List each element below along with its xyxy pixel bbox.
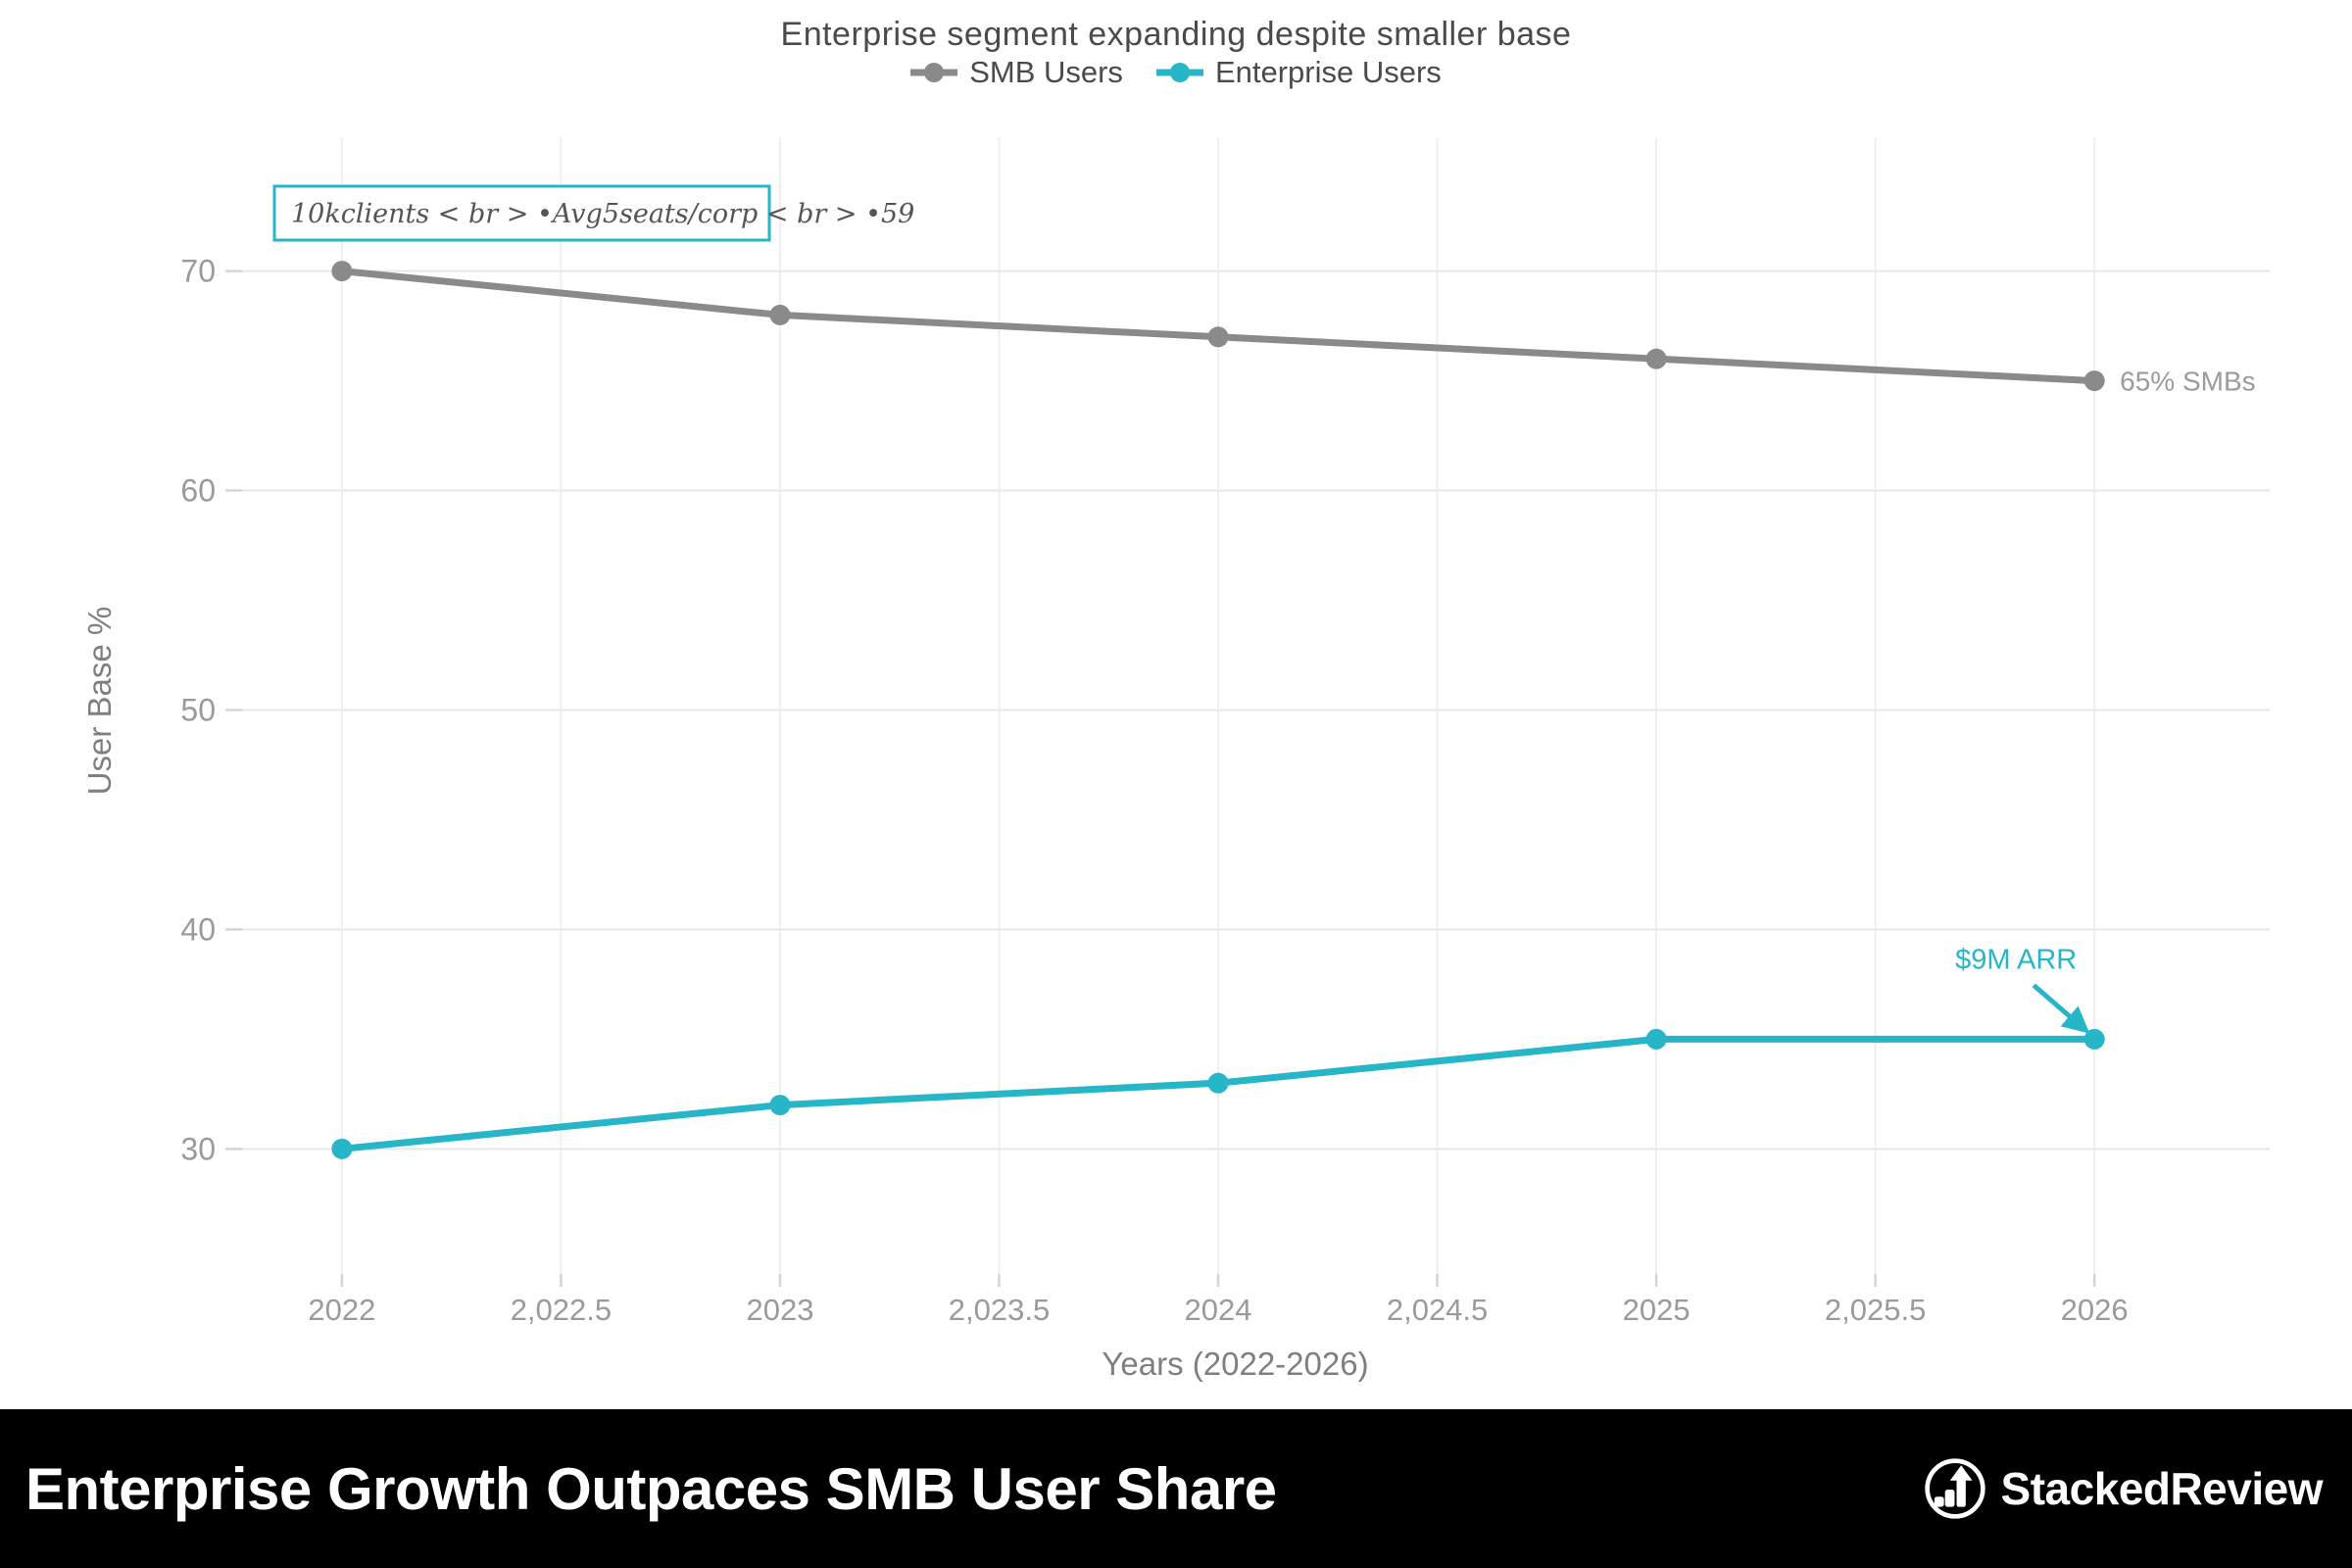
x-tick-label: 2,024.5 [1387, 1293, 1488, 1327]
legend-item-enterprise-users: Enterprise Users [1155, 55, 1442, 90]
chart-title: Enterprise segment expanding despite sma… [780, 16, 1572, 53]
y-tick-label: 30 [180, 1131, 216, 1166]
x-tick-label: 2023 [746, 1293, 813, 1327]
enterprise-data-point [1645, 1028, 1667, 1050]
smb-data-point [2083, 370, 2105, 392]
legend-marker-dot [1169, 63, 1190, 82]
note-box [272, 184, 771, 242]
legend-label: SMB Users [969, 55, 1123, 89]
arr-annotation: $9M ARR [1955, 944, 2077, 975]
x-tick-label: 2,023.5 [949, 1293, 1050, 1327]
y-tick-label: 70 [180, 254, 216, 289]
smb-data-point [1645, 348, 1667, 369]
y-tick-label: 50 [180, 692, 216, 727]
smb-data-point [769, 304, 791, 325]
enterprise-data-point [331, 1138, 353, 1159]
chart-legend: SMB Users Enterprise Users [0, 55, 2352, 90]
legend-marker-icon [910, 63, 958, 82]
enterprise-data-point [2083, 1028, 2105, 1050]
legend-item-smb-users: SMB Users [910, 55, 1123, 90]
legend-label: Enterprise Users [1214, 55, 1442, 89]
x-tick-label: 2026 [2061, 1293, 2129, 1327]
smb-data-point [1207, 326, 1229, 348]
stackedreview-logo-icon [1924, 1458, 1985, 1519]
brand: StackedReview [1923, 1456, 2324, 1521]
legend-marker-icon [1155, 63, 1203, 82]
x-tick-label: 2025 [1623, 1293, 1690, 1327]
smb-data-point [331, 261, 353, 282]
x-tick-label: 2,022.5 [511, 1293, 612, 1327]
enterprise-data-point [1207, 1072, 1229, 1094]
plot-svg: 2022 2,022.5 2023 2,023.5 2024 2,024.5 2025 2,0… [81, 137, 2270, 1382]
footer-headline: Enterprise Growth Outpaces SMB User Shar… [25, 1455, 1277, 1522]
brand-name: StackedReview [2000, 1463, 2324, 1514]
y-tick-label: 60 [180, 473, 216, 509]
x-tick-label: 2,025.5 [1825, 1293, 1926, 1327]
legend-marker-dot [924, 63, 945, 82]
x-tick-label: 2022 [308, 1293, 375, 1327]
arr-annotation-arrow [2032, 983, 2090, 1034]
enterprise-data-point [769, 1095, 791, 1116]
x-axis-title: Years (2022-2026) [1102, 1346, 1368, 1382]
y-axis-title: User Base % [81, 607, 118, 796]
x-tick-label: 2024 [1185, 1293, 1252, 1327]
smb-end-annotation: 65% SMBs [2120, 367, 2256, 397]
y-tick-label: 40 [180, 911, 216, 947]
note-box-text: 10kclients < br > •Avg5seats/corp < br >… [291, 199, 914, 229]
footer-banner: Enterprise Growth Outpaces SMB User Shar… [0, 1409, 2352, 1568]
